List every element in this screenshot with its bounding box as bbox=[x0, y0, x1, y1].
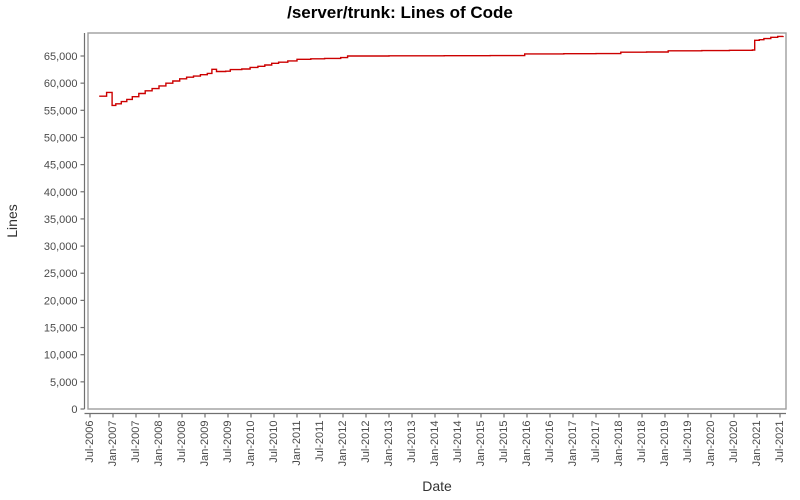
y-tick-label: 55,000 bbox=[44, 105, 78, 117]
x-tick-label: Jul-2010 bbox=[268, 421, 280, 463]
y-tick-label: 0 bbox=[71, 404, 77, 416]
loc-series-line bbox=[99, 35, 784, 107]
x-tick-label: Jan-2014 bbox=[429, 421, 441, 467]
y-tick-label: 30,000 bbox=[44, 241, 78, 253]
x-tick-label: Jan-2017 bbox=[567, 421, 579, 467]
y-tick-label: 45,000 bbox=[44, 160, 78, 172]
x-tick-label: Jan-2019 bbox=[659, 421, 671, 467]
y-tick-label: 65,000 bbox=[44, 51, 78, 63]
x-tick-label: Jul-2018 bbox=[636, 421, 648, 463]
x-tick-label: Jul-2014 bbox=[452, 421, 464, 463]
x-tick-label: Jan-2008 bbox=[153, 421, 165, 467]
x-tick-label: Jul-2016 bbox=[544, 421, 556, 463]
x-tick-label: Jul-2011 bbox=[314, 421, 326, 462]
x-tick-label: Jan-2010 bbox=[245, 421, 257, 467]
x-tick-label: Jul-2009 bbox=[222, 421, 234, 463]
x-tick-label: Jan-2016 bbox=[521, 421, 533, 467]
x-tick-label: Jan-2018 bbox=[613, 421, 625, 467]
x-tick-label: Jul-2013 bbox=[406, 421, 418, 463]
x-tick-label: Jul-2015 bbox=[498, 421, 510, 463]
x-tick-label: Jan-2020 bbox=[705, 421, 717, 467]
x-tick-label: Jan-2011 bbox=[291, 421, 303, 466]
x-axis-ticks: Jul-2006 Jan-2007 Jul-2007 Jan-2008 Jul-2008… bbox=[84, 413, 786, 467]
x-tick-label: Jul-2008 bbox=[176, 421, 188, 463]
x-tick-label: Jan-2013 bbox=[383, 421, 395, 467]
x-tick-label: Jul-2006 bbox=[84, 421, 96, 463]
x-tick-label: Jul-2021 bbox=[774, 421, 786, 463]
chart-title: /server/trunk: Lines of Code bbox=[287, 3, 513, 22]
y-axis-ticks: 0 5,000 10,000 15,000 20,000 25,000 30,000 35,0… bbox=[44, 51, 85, 416]
y-tick-label: 20,000 bbox=[44, 295, 78, 307]
y-tick-label: 40,000 bbox=[44, 187, 78, 199]
y-tick-label: 5,000 bbox=[50, 377, 78, 389]
y-tick-label: 50,000 bbox=[44, 132, 78, 144]
y-tick-label: 60,000 bbox=[44, 78, 78, 90]
x-tick-label: Jan-2009 bbox=[199, 421, 211, 467]
y-tick-label: 35,000 bbox=[44, 214, 78, 226]
plot-border bbox=[87, 32, 787, 410]
y-tick-label: 15,000 bbox=[44, 323, 78, 335]
x-tick-label: Jan-2015 bbox=[475, 421, 487, 467]
y-tick-label: 10,000 bbox=[44, 350, 78, 362]
x-tick-label: Jan-2021 bbox=[751, 421, 763, 467]
x-tick-label: Jul-2012 bbox=[360, 421, 372, 463]
x-tick-label: Jan-2012 bbox=[337, 421, 349, 467]
x-axis-label: Date bbox=[422, 478, 452, 494]
y-tick-label: 25,000 bbox=[44, 268, 78, 280]
x-tick-label: Jan-2007 bbox=[107, 421, 119, 467]
x-tick-label: Jul-2007 bbox=[130, 421, 142, 463]
x-tick-label: Jul-2017 bbox=[590, 421, 602, 463]
x-tick-label: Jul-2019 bbox=[682, 421, 694, 463]
x-tick-label: Jul-2020 bbox=[728, 421, 740, 463]
